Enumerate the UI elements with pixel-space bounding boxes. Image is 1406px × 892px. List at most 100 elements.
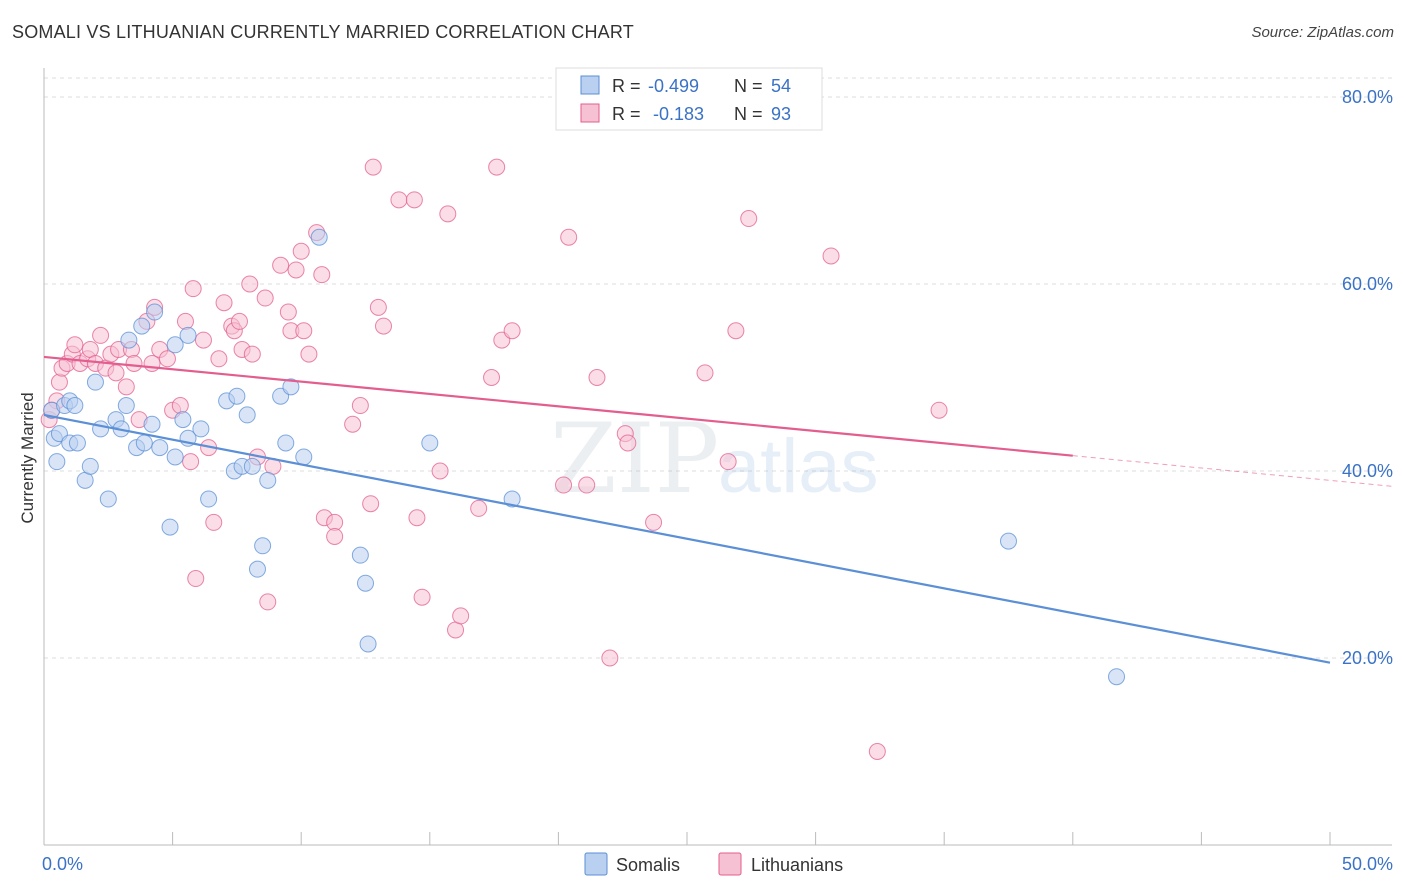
somalis-point (277, 434, 295, 452)
x-tick-label-min: 0.0% (42, 854, 83, 874)
watermark-atlas: atlas (718, 424, 879, 509)
lithuanians-point (408, 509, 426, 527)
svg-text:N =: N = (734, 104, 763, 124)
lithuanians-point (555, 476, 573, 494)
somalis-point (421, 434, 439, 452)
somalis-point (243, 457, 261, 475)
series-legend: Somalis Lithuanians (584, 852, 843, 876)
lithuanians-point (295, 322, 313, 340)
lithuanians-point (439, 205, 457, 223)
lithuanians-point (241, 275, 259, 293)
lithuanians-point (158, 350, 176, 368)
lithuanians-point (92, 326, 110, 344)
y-tick-label: 80.0% (1342, 87, 1393, 107)
lithuanians-point (588, 369, 606, 386)
somalis-point (192, 420, 210, 438)
svg-text:N =: N = (734, 76, 763, 96)
lithuanians-point (351, 397, 369, 415)
lithuanians-point (287, 261, 305, 279)
lithuanians-point (645, 513, 663, 531)
svg-text:R =: R = (612, 76, 641, 96)
somalis-point (161, 518, 179, 536)
somalis-point (295, 448, 313, 466)
grid-lines (44, 77, 1392, 659)
lithuanians-point (483, 369, 501, 386)
lithuanians-point (243, 345, 261, 363)
lithuanians-point (727, 322, 745, 340)
axes (43, 68, 1392, 846)
legend-n-somalis: 54 (771, 76, 791, 96)
lithuanians-point (390, 191, 408, 209)
legend-n-lithuanians: 93 (771, 104, 791, 124)
lithuanians-point (182, 453, 200, 471)
stats-legend: R = -0.499 N = 54 R = -0.183 N = 93 (555, 67, 823, 131)
lithuanians-point (66, 336, 84, 354)
lithuanians-point (868, 743, 886, 760)
lithuanians-point (184, 280, 202, 298)
legend-label-lithuanians: Lithuanians (751, 855, 843, 875)
somalis-point (68, 434, 86, 452)
legend-swatch-somalis (580, 75, 600, 95)
somalis-point (351, 546, 369, 564)
x-tick-label-max: 50.0% (1342, 854, 1393, 874)
legend-r-somalis: -0.499 (648, 76, 699, 96)
lithuanians-point (369, 298, 387, 316)
y-tick-labels: 20.0% 40.0% 60.0% 80.0% (1342, 87, 1393, 668)
lithuanians-point (413, 588, 431, 606)
lithuanians-point (210, 350, 228, 368)
lithuanians-point (452, 607, 470, 625)
watermark-zip: ZIP (550, 403, 719, 515)
somalis-point (99, 490, 117, 508)
lithuanians-point (405, 191, 423, 209)
somalis-point (133, 317, 151, 335)
lithuanians-point (143, 354, 161, 372)
y-tick-label: 60.0% (1342, 274, 1393, 294)
somalis-point (359, 635, 377, 653)
lithuanians-point (364, 158, 382, 176)
legend-bottom-swatch-lithuanians (718, 852, 742, 876)
legend-label-somalis: Somalis (616, 855, 680, 875)
svg-text:R =: R = (612, 104, 641, 124)
lithuanians-point (619, 434, 637, 452)
somalis-point (66, 397, 84, 415)
somalis-point (143, 415, 161, 433)
somalis-point (259, 471, 277, 489)
somalis-point (92, 420, 110, 438)
lithuanians-point (125, 354, 143, 372)
somalis-point (117, 397, 135, 415)
source-label: Source: ZipAtlas.com (1251, 24, 1394, 41)
lithuanians-point (375, 317, 393, 335)
trend-lines (43, 355, 1393, 664)
lithuanians-point (187, 570, 205, 588)
somalis-point (86, 373, 104, 391)
lithuanians-points (40, 158, 948, 760)
lithuanians-point (560, 228, 578, 246)
lithuanians-point (362, 495, 380, 513)
lithuanians-point (719, 453, 737, 471)
somalis-point (135, 434, 153, 452)
somalis-point (81, 457, 99, 475)
legend-swatch-lithuanians (580, 103, 600, 123)
somalis-point (1108, 668, 1126, 686)
lithuanians-point (117, 378, 135, 396)
lithuanians-point (205, 513, 223, 531)
lithuanians-point (272, 256, 290, 274)
watermark: ZIP atlas (550, 403, 879, 515)
y-tick-label: 40.0% (1342, 461, 1393, 481)
legend-r-lithuanians: -0.183 (653, 104, 704, 124)
somalis-point (1000, 532, 1017, 550)
somalis-trend-line (43, 413, 1331, 664)
somalis-point (120, 331, 138, 349)
somalis-point (238, 406, 256, 424)
lithuanians-point (740, 210, 758, 228)
somalis-point (248, 560, 266, 578)
lithuanians-trend-line (43, 355, 1073, 457)
lithuanians-point (601, 649, 619, 667)
somalis-point (179, 326, 197, 344)
legend-bottom-swatch-somalis (584, 852, 608, 876)
lithuanians-point (578, 476, 596, 494)
lithuanians-point (50, 373, 68, 391)
somalis-point (146, 303, 164, 321)
lithuanians-point (696, 364, 714, 382)
